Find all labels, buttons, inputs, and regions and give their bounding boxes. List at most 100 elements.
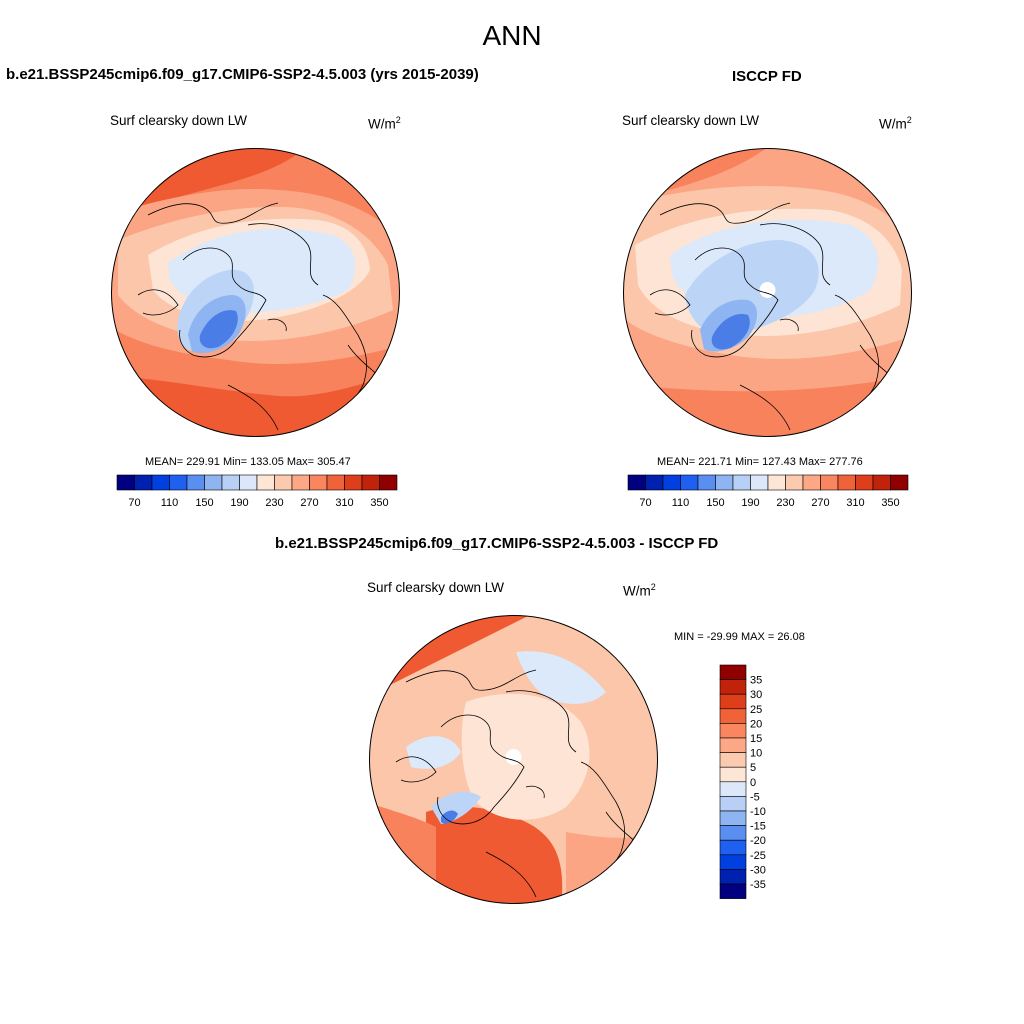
panel-3-colorbar-tick-label: 20: [750, 718, 762, 730]
panel-3-units: W/m2: [623, 582, 656, 599]
panel-3-colorbar-swatch: [719, 737, 747, 753]
panel-2-colorbar-swatch: [872, 474, 891, 491]
panel-2-variable-label: Surf clearsky down LW: [622, 113, 760, 128]
panel-1-colorbar-swatch: [239, 474, 258, 491]
panel-3-variable-label: Surf clearsky down LW: [367, 580, 505, 595]
panel-3-colorbar-swatch: [719, 752, 747, 768]
panel-3-colorbar-swatch: [719, 854, 747, 870]
panel-2-colorbar-swatch: [855, 474, 874, 491]
panel-3-colorbar: 35 30 25 20 15 10 5 0 -5 -10 -15 -20 -25 -30 -35: [719, 664, 766, 899]
panel-1-coastlines: [137, 202, 384, 431]
panel-3-colorbar-swatch: [719, 825, 747, 841]
panel-3-colorbar-tick-label: -25: [750, 850, 766, 862]
panel-3-colorbar-swatch: [719, 869, 747, 885]
panel-2-colorbar-swatch: [645, 474, 664, 491]
panel-3-colorbar-tick-label: 0: [750, 777, 756, 789]
panel-3-colorbar-tick-label: 30: [750, 689, 762, 701]
panel-3-colorbar-swatch: [719, 839, 747, 856]
panel-1-colorbar-swatch: [221, 474, 240, 491]
panel-1-colorbar-swatch: [291, 474, 310, 491]
panel-3-stats: MIN = -29.99 MAX = 26.08: [674, 631, 805, 643]
panel-1-colorbar-swatch: [361, 474, 380, 491]
panel-1-colorbar-swatch: [326, 474, 345, 491]
panel-3-colorbar-swatch: [719, 664, 747, 680]
panel-2-colorbar-tick-label: 270: [811, 497, 829, 509]
panel-2-colorbar-swatch: [697, 474, 716, 491]
panel-1-contour-fill: [111, 148, 400, 437]
panel-1-variable-label: Surf clearsky down LW: [110, 113, 248, 128]
panel-2-colorbar-tick-label: 190: [741, 497, 759, 509]
panel-3-title: b.e21.BSSP245cmip6.f09_g17.CMIP6-SSP2-4.…: [275, 535, 719, 552]
panel-2-contour-fill: [623, 148, 912, 437]
panel-2-colorbar-tick-label: 150: [706, 497, 724, 509]
panel-1-map: [111, 148, 400, 437]
panel-2-colorbar-swatch: [820, 474, 839, 491]
panel-2-colorbar-swatch: [890, 474, 909, 491]
panel-1-colorbar-swatch: [204, 474, 223, 491]
panel-1-colorbar-swatch: [309, 474, 328, 491]
panel-1-title: b.e21.BSSP245cmip6.f09_g17.CMIP6-SSP2-4.…: [6, 66, 479, 83]
panel-2-colorbar-swatch: [750, 474, 769, 491]
panel-1-colorbar-tick-label: 110: [161, 497, 179, 509]
panel-2-colorbar-swatch: [837, 474, 856, 491]
panel-3-colorbar-tick-label: 15: [750, 733, 762, 745]
panel-3-colorbar-swatch: [719, 810, 747, 826]
panel-2-map: [623, 148, 912, 437]
panel-1-colorbar-tick-label: 150: [195, 497, 213, 509]
panel-2-colorbar-swatch: [732, 474, 751, 491]
panel-1-colorbar-tick-label: 70: [128, 497, 140, 509]
panel-3-colorbar-tick-label: -10: [750, 806, 766, 818]
panel-3-contour-fill: [369, 615, 658, 904]
panel-1-stats: MEAN= 229.91 Min= 133.05 Max= 305.47: [145, 456, 351, 468]
panel-3-colorbar-swatch: [719, 781, 747, 797]
panel-2-colorbar-tick-label: 110: [672, 497, 690, 509]
panel-2-colorbar-swatch: [785, 474, 804, 491]
panel-1-colorbar-tick-label: 310: [335, 497, 353, 509]
panel-2-colorbar-swatch: [662, 474, 681, 491]
panel-1-colorbar-tick-label: 230: [265, 497, 283, 509]
panel-1-colorbar-swatch: [169, 474, 188, 491]
figure-title: ANN: [482, 20, 542, 51]
panel-2-units: W/m2: [879, 115, 912, 132]
panel-2-colorbar-swatch: [767, 474, 786, 491]
panel-3-colorbar-tick-label: -20: [750, 835, 766, 847]
panel-3-colorbar-tick-label: 35: [750, 675, 762, 687]
panel-3-colorbar-tick-label: -15: [750, 821, 766, 833]
panel-2-colorbar-tick-label: 310: [846, 497, 864, 509]
panel-1-colorbar-swatch: [256, 474, 275, 491]
panel-3-colorbar-tick-label: -5: [750, 791, 760, 803]
panel-2-colorbar-tick-label: 230: [776, 497, 794, 509]
panel-3-colorbar-swatch: [719, 766, 747, 783]
panel-1-colorbar-swatch: [134, 474, 153, 491]
panel-3-colorbar-swatch: [719, 723, 747, 739]
panel-1-units: W/m2: [368, 115, 401, 132]
panel-1-colorbar-tick-label: 190: [230, 497, 248, 509]
panel-2-colorbar-tick-label: 70: [639, 497, 651, 509]
panel-1-colorbar-swatch: [151, 474, 170, 491]
panel-1-colorbar-swatch: [186, 474, 205, 491]
panel-2-colorbar: 70 110 150 190 230 270 310 350: [627, 474, 909, 509]
panel-1-colorbar-swatch: [379, 474, 398, 491]
panel-3-colorbar-swatch: [719, 796, 747, 812]
panel-3-colorbar-swatch: [719, 693, 747, 710]
panel-2-colorbar-swatch: [680, 474, 699, 491]
panel-1-colorbar-tick-label: 350: [370, 497, 388, 509]
panel-2-colorbar-swatch: [715, 474, 734, 491]
panel-2-colorbar-swatch: [802, 474, 821, 491]
panel-2-colorbar-tick-label: 350: [881, 497, 899, 509]
panel-1-colorbar-swatch: [344, 474, 363, 491]
panel-3-colorbar-tick-label: 25: [750, 704, 762, 716]
panel-1-colorbar-tick-label: 270: [300, 497, 318, 509]
panel-3-colorbar-swatch: [719, 679, 747, 695]
panel-3-colorbar-tick-label: -35: [750, 879, 766, 891]
panel-3-colorbar-swatch: [719, 708, 747, 724]
panel-3-colorbar-tick-label: -30: [750, 864, 766, 876]
panel-3-colorbar-swatch: [719, 883, 747, 899]
panel-3-map: [369, 615, 658, 904]
panel-2-colorbar-swatch: [627, 474, 646, 491]
panel-1-colorbar: 70 110 150 190 230 270 310 350: [116, 474, 398, 509]
panel-3-colorbar-tick-label: 10: [750, 748, 762, 760]
panel-3-colorbar-tick-label: 5: [750, 762, 756, 774]
panel-2-title: ISCCP FD: [732, 68, 802, 85]
panel-1-colorbar-swatch: [274, 474, 293, 491]
